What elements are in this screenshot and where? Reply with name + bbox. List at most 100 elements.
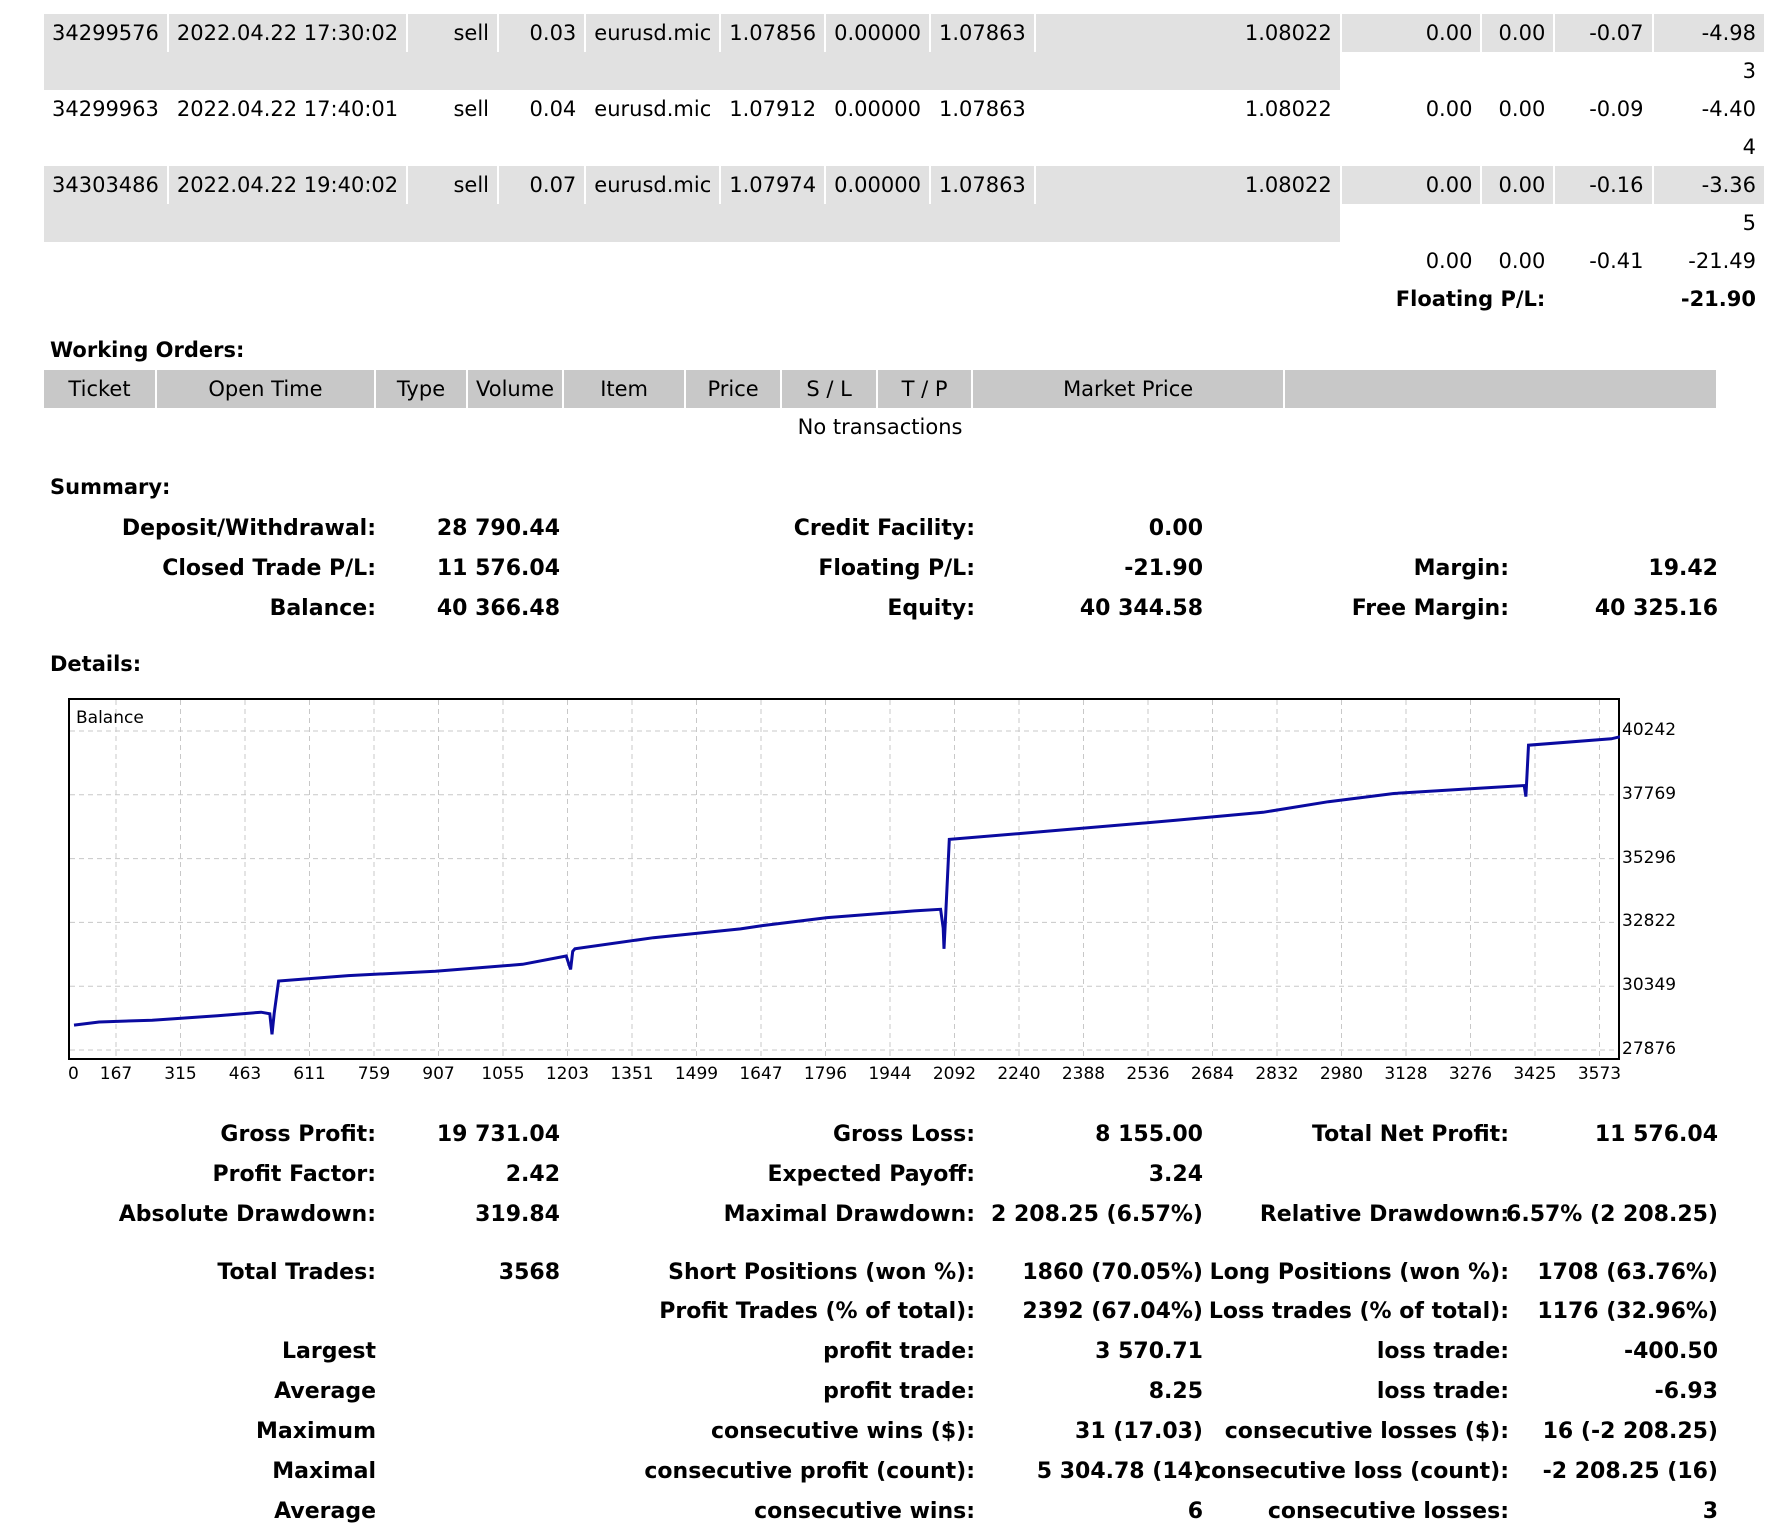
table-row: 5 bbox=[44, 204, 1764, 242]
detail-label-b: Expected Payoff: bbox=[767, 1162, 975, 1187]
working-orders-title: Working Orders: bbox=[50, 338, 245, 362]
detail-value-b: 6 bbox=[1187, 1499, 1203, 1524]
volume-cell: 0.04 bbox=[529, 97, 577, 121]
x-tick-label: 3276 bbox=[1448, 1064, 1493, 1084]
detail-value-c: 16 (-2 208.25) bbox=[1542, 1419, 1718, 1444]
sl-cell: 0.00000 bbox=[826, 14, 929, 52]
tp-cell: 1.07863 bbox=[938, 97, 1026, 121]
sl-cell: 0.00000 bbox=[826, 166, 929, 204]
detail-label-a: Gross Profit: bbox=[220, 1122, 376, 1147]
y-tick-label: 30349 bbox=[1622, 975, 1677, 996]
x-tick-label: 2980 bbox=[1319, 1064, 1364, 1084]
price-cell: 1.07912 bbox=[729, 97, 817, 121]
detail-value-c: 1708 (63.76%) bbox=[1537, 1260, 1718, 1285]
chart-title: Balance bbox=[76, 708, 144, 728]
x-tick-label: 2388 bbox=[1061, 1064, 1106, 1084]
x-tick-label: 1055 bbox=[481, 1064, 525, 1084]
credit-value: 0.00 bbox=[1148, 516, 1203, 541]
x-tick-label: 907 bbox=[422, 1064, 455, 1084]
col-header-item: Item bbox=[564, 370, 685, 408]
detail-value-b: 2 208.25 (6.57%) bbox=[991, 1202, 1203, 1227]
closed-pl-value: 11 576.04 bbox=[436, 556, 560, 581]
balance-series-line bbox=[73, 735, 1620, 1035]
detail-label-c: Long Positions (won %): bbox=[1209, 1260, 1509, 1285]
balance-value: 40 366.48 bbox=[436, 596, 560, 621]
table-row: 34299576 2022.04.22 17:30:02 sell 0.03 e… bbox=[44, 14, 1764, 52]
type-cell: sell bbox=[408, 14, 497, 52]
total-commission: 0.00 bbox=[1425, 249, 1473, 273]
x-tick-label: 167 bbox=[99, 1064, 133, 1084]
detail-value-c: 11 576.04 bbox=[1594, 1122, 1718, 1147]
market-price-cell: 1.08022 bbox=[1035, 14, 1340, 52]
detail-value-c: 1176 (32.96%) bbox=[1537, 1299, 1718, 1324]
volume-cell: 0.03 bbox=[498, 14, 585, 52]
y-tick-label: 27876 bbox=[1622, 1039, 1677, 1059]
detail-label-a: Average bbox=[274, 1379, 376, 1404]
x-tick-label: 2536 bbox=[1126, 1064, 1170, 1084]
working-orders-header: Ticket Open Time Type Volume Item Price … bbox=[44, 370, 1717, 408]
col-header-volume: Volume bbox=[468, 370, 563, 408]
totals-row: 0.00 0.00 -0.41 -21.49 bbox=[44, 242, 1764, 280]
free-margin-label: Free Margin: bbox=[1351, 596, 1509, 621]
table-row: 34303486 2022.04.22 19:40:02 sell 0.07 e… bbox=[44, 166, 1764, 204]
y-tick-label: 35296 bbox=[1622, 847, 1677, 868]
detail-value-c: -6.93 bbox=[1654, 1379, 1718, 1404]
summary-title: Summary: bbox=[50, 475, 171, 499]
detail-label-b: consecutive wins ($): bbox=[710, 1419, 975, 1444]
detail-value-a: 319.84 bbox=[475, 1202, 560, 1227]
detail-label-c: consecutive losses: bbox=[1267, 1499, 1509, 1524]
detail-value-b: 8 155.00 bbox=[1095, 1122, 1203, 1147]
commission-cell: 0.00 bbox=[1341, 14, 1481, 52]
floating-pl-row: Floating P/L: -21.90 bbox=[44, 280, 1764, 318]
closed-pl-label: Closed Trade P/L: bbox=[162, 556, 376, 581]
total-taxes: 0.00 bbox=[1498, 249, 1546, 273]
col-header-sl: S / L bbox=[782, 370, 877, 408]
profit-cell: -4.40 bbox=[1701, 97, 1756, 121]
col-header-tp: T / P bbox=[878, 370, 972, 408]
floating-pl-value: -21.90 bbox=[1680, 287, 1756, 311]
detail-label-a: Average bbox=[274, 1499, 376, 1524]
market-price-cell: 1.08022 bbox=[1035, 166, 1340, 204]
credit-label: Credit Facility: bbox=[793, 516, 975, 541]
detail-label-a: Maximal bbox=[272, 1459, 376, 1484]
balance-label: Balance: bbox=[269, 596, 376, 621]
taxes-cell: 0.00 bbox=[1482, 14, 1554, 52]
row-number-cell: 3 bbox=[1742, 59, 1756, 83]
no-transactions-text: No transactions bbox=[797, 415, 963, 439]
detail-value-b: 3.24 bbox=[1148, 1162, 1203, 1187]
market-price-cell: 1.08022 bbox=[1244, 97, 1332, 121]
empty-row: No transactions bbox=[44, 408, 1716, 446]
detail-label-b: Short Positions (won %): bbox=[668, 1260, 975, 1285]
detail-value-a: 19 731.04 bbox=[436, 1122, 560, 1147]
chart-grid bbox=[70, 700, 1618, 1058]
detail-label-c: loss trade: bbox=[1376, 1379, 1509, 1404]
item-cell: eurusd.mic bbox=[586, 166, 720, 204]
total-swap: -0.41 bbox=[1589, 249, 1644, 273]
detail-value-a: 3568 bbox=[498, 1260, 560, 1285]
open-time-cell: 2022.04.22 17:40:01 bbox=[176, 97, 399, 121]
price-cell: 1.07856 bbox=[721, 14, 825, 52]
detail-value-a: 2.42 bbox=[505, 1162, 560, 1187]
x-tick-label: 1647 bbox=[739, 1064, 783, 1084]
volume-cell: 0.07 bbox=[498, 166, 585, 204]
detail-value-b: 3 570.71 bbox=[1095, 1339, 1203, 1364]
detail-label-c: consecutive loss (count): bbox=[1198, 1459, 1509, 1484]
detail-label-c: Total Net Profit: bbox=[1312, 1122, 1509, 1147]
price-cell: 1.07974 bbox=[721, 166, 825, 204]
x-tick-label: 1499 bbox=[674, 1064, 719, 1084]
detail-label-b: consecutive wins: bbox=[754, 1499, 975, 1524]
x-tick-label: 611 bbox=[293, 1064, 326, 1084]
x-tick-label: 315 bbox=[164, 1064, 197, 1084]
details-title: Details: bbox=[50, 652, 142, 676]
margin-label: Margin: bbox=[1413, 556, 1509, 581]
working-orders-table: Ticket Open Time Type Volume Item Price … bbox=[42, 370, 1718, 446]
detail-value-b: 5 304.78 (14) bbox=[1036, 1459, 1203, 1484]
detail-label-b: profit trade: bbox=[823, 1339, 975, 1364]
free-margin-value: 40 325.16 bbox=[1594, 596, 1718, 621]
profit-cell: -4.98 bbox=[1653, 14, 1764, 52]
detail-label-c: consecutive losses ($): bbox=[1224, 1419, 1509, 1444]
item-cell: eurusd.mic bbox=[594, 97, 712, 121]
y-tick-label: 40242 bbox=[1622, 720, 1677, 740]
balance-chart: Balance bbox=[68, 698, 1620, 1060]
